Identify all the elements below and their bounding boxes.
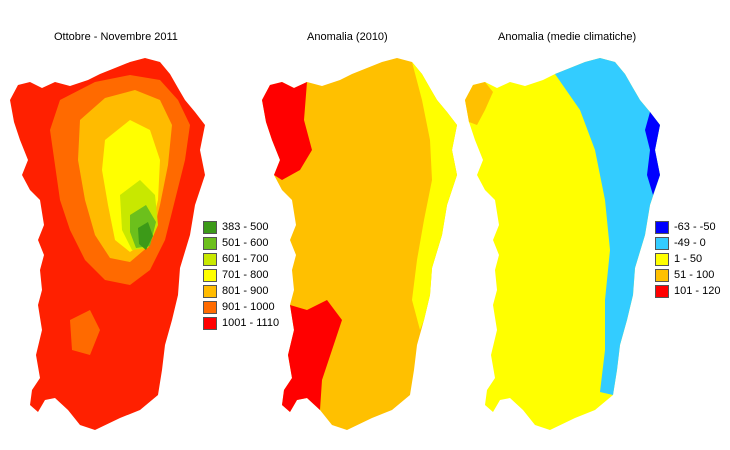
legend-label: 801 - 900 xyxy=(222,285,269,297)
legend-swatch xyxy=(655,284,669,298)
legend-swatch xyxy=(203,300,217,314)
legend-anomalia: -63 - -50 -49 - 0 1 - 50 51 - 100 101 - … xyxy=(655,219,720,299)
legend-label: 701 - 800 xyxy=(222,269,269,281)
legend-swatch xyxy=(203,236,217,250)
legend-label: 1 - 50 xyxy=(674,253,703,265)
region-101-120-southwest xyxy=(282,300,342,412)
legend-label: -63 - -50 xyxy=(674,221,716,233)
map-precipitation xyxy=(10,58,205,430)
legend-item: 383 - 500 xyxy=(203,219,279,235)
legend-item: 901 - 1000 xyxy=(203,299,279,315)
legend-label: 901 - 1000 xyxy=(222,301,275,313)
region-south-901-1000 xyxy=(70,310,100,355)
region-minus63-minus50 xyxy=(645,112,660,195)
legend-item: 701 - 800 xyxy=(203,267,279,283)
legend-label: 601 - 700 xyxy=(222,253,269,265)
legend-swatch xyxy=(203,268,217,282)
region-51-100-northwest xyxy=(465,82,493,125)
legend-label: 501 - 600 xyxy=(222,237,269,249)
legend-swatch xyxy=(203,284,217,298)
legend-swatch xyxy=(655,252,669,266)
map-title-anomalia-2010: Anomalia (2010) xyxy=(307,31,388,43)
legend-precipitation: 383 - 500 501 - 600 601 - 700 701 - 800 … xyxy=(203,219,279,331)
legend-swatch xyxy=(203,252,217,266)
map-title-anomalia-medie: Anomalia (medie climatiche) xyxy=(498,31,637,43)
map-title-ottobre-novembre: Ottobre - Novembre 2011 xyxy=(54,31,178,43)
region-minus49-0 xyxy=(555,58,660,395)
legend-item: 801 - 900 xyxy=(203,283,279,299)
region-383-500 xyxy=(138,222,153,250)
legend-swatch xyxy=(655,268,669,282)
map-anomalia-2010 xyxy=(262,58,457,430)
legend-item: 51 - 100 xyxy=(655,267,720,283)
legend-item: -63 - -50 xyxy=(655,219,720,235)
legend-item: -49 - 0 xyxy=(655,235,720,251)
map-anomalia-medie xyxy=(465,58,660,430)
legend-label: 51 - 100 xyxy=(674,269,715,281)
legend-swatch xyxy=(203,220,217,234)
legend-swatch xyxy=(655,220,669,234)
legend-swatch xyxy=(655,236,669,250)
legend-item: 101 - 120 xyxy=(655,283,720,299)
legend-item: 601 - 700 xyxy=(203,251,279,267)
region-101-120-northwest xyxy=(262,82,312,180)
legend-label: 101 - 120 xyxy=(674,285,721,297)
legend-item: 1001 - 1110 xyxy=(203,315,279,331)
legend-label: -49 - 0 xyxy=(674,237,706,249)
legend-swatch xyxy=(203,316,217,330)
legend-item: 501 - 600 xyxy=(203,235,279,251)
region-1-50-east xyxy=(412,62,457,330)
legend-label: 1001 - 1110 xyxy=(222,317,280,329)
legend-label: 383 - 500 xyxy=(222,221,269,233)
legend-item: 1 - 50 xyxy=(655,251,720,267)
